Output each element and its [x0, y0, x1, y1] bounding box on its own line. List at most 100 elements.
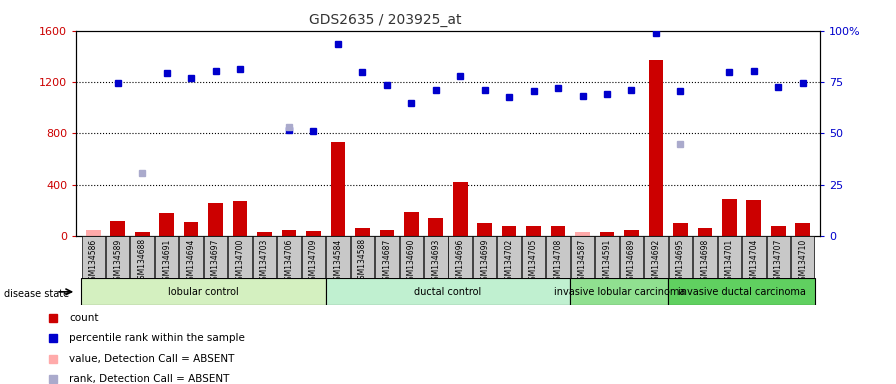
FancyBboxPatch shape	[644, 236, 668, 278]
FancyBboxPatch shape	[766, 236, 790, 278]
Text: GDS2635 / 203925_at: GDS2635 / 203925_at	[309, 13, 461, 27]
Bar	[86, 230, 100, 236]
FancyBboxPatch shape	[277, 236, 301, 278]
Bar	[746, 200, 761, 236]
FancyBboxPatch shape	[106, 236, 130, 278]
Bar	[380, 230, 394, 236]
FancyBboxPatch shape	[400, 236, 423, 278]
Bar	[428, 218, 444, 236]
Text: GSM134586: GSM134586	[89, 238, 98, 285]
Text: invasive ductal carcinoma: invasive ductal carcinoma	[677, 287, 806, 297]
Text: GSM134688: GSM134688	[138, 238, 147, 285]
Bar	[599, 232, 615, 236]
FancyBboxPatch shape	[253, 236, 276, 278]
Text: GSM134589: GSM134589	[113, 238, 122, 285]
FancyBboxPatch shape	[497, 236, 521, 278]
FancyBboxPatch shape	[350, 236, 375, 278]
Bar	[526, 226, 541, 236]
FancyBboxPatch shape	[325, 278, 571, 305]
Text: ductal control: ductal control	[414, 287, 482, 297]
Bar	[697, 228, 712, 236]
FancyBboxPatch shape	[302, 236, 325, 278]
FancyBboxPatch shape	[571, 278, 668, 305]
Text: GSM134687: GSM134687	[383, 238, 392, 285]
Bar	[625, 230, 639, 236]
Bar	[796, 223, 810, 236]
FancyBboxPatch shape	[668, 236, 692, 278]
Bar	[551, 226, 565, 236]
Bar	[135, 232, 150, 236]
Bar	[771, 226, 786, 236]
FancyBboxPatch shape	[326, 236, 349, 278]
Text: GSM134695: GSM134695	[676, 238, 685, 285]
Text: GSM134707: GSM134707	[774, 238, 783, 285]
Bar	[722, 199, 737, 236]
Text: count: count	[69, 313, 99, 323]
Text: disease state: disease state	[4, 289, 70, 299]
FancyBboxPatch shape	[155, 236, 178, 278]
Text: GSM134697: GSM134697	[211, 238, 220, 285]
FancyBboxPatch shape	[204, 236, 228, 278]
Text: GSM134692: GSM134692	[651, 238, 660, 285]
Text: GSM134706: GSM134706	[285, 238, 294, 285]
Bar	[331, 142, 345, 236]
FancyBboxPatch shape	[228, 236, 252, 278]
Bar	[478, 223, 492, 236]
Bar	[110, 221, 125, 236]
FancyBboxPatch shape	[791, 236, 814, 278]
FancyBboxPatch shape	[595, 236, 619, 278]
FancyBboxPatch shape	[571, 236, 594, 278]
Text: percentile rank within the sample: percentile rank within the sample	[69, 333, 245, 343]
FancyBboxPatch shape	[375, 236, 399, 278]
Bar	[452, 182, 468, 236]
FancyBboxPatch shape	[82, 236, 105, 278]
Text: GSM134691: GSM134691	[162, 238, 171, 285]
Bar	[281, 230, 297, 236]
FancyBboxPatch shape	[620, 236, 643, 278]
Text: GSM134699: GSM134699	[480, 238, 489, 285]
Bar	[355, 228, 370, 236]
Text: GSM134584: GSM134584	[333, 238, 342, 285]
Bar	[208, 203, 223, 236]
Bar	[649, 60, 663, 236]
Text: GSM134587: GSM134587	[578, 238, 587, 285]
FancyBboxPatch shape	[547, 236, 570, 278]
FancyBboxPatch shape	[473, 236, 496, 278]
FancyBboxPatch shape	[424, 236, 447, 278]
Text: GSM134705: GSM134705	[530, 238, 538, 285]
FancyBboxPatch shape	[694, 236, 717, 278]
Text: GSM134591: GSM134591	[602, 238, 611, 285]
Text: GSM134689: GSM134689	[627, 238, 636, 285]
Text: rank, Detection Call = ABSENT: rank, Detection Call = ABSENT	[69, 374, 229, 384]
Bar	[233, 202, 247, 236]
Text: GSM134703: GSM134703	[260, 238, 269, 285]
Bar	[404, 212, 418, 236]
FancyBboxPatch shape	[131, 236, 154, 278]
Text: invasive lobular carcinoma: invasive lobular carcinoma	[554, 287, 685, 297]
Text: GSM134700: GSM134700	[236, 238, 245, 285]
Text: GSM134588: GSM134588	[358, 238, 366, 285]
Text: GSM134690: GSM134690	[407, 238, 416, 285]
Text: GSM134708: GSM134708	[554, 238, 563, 285]
Text: GSM134709: GSM134709	[309, 238, 318, 285]
FancyBboxPatch shape	[668, 278, 815, 305]
FancyBboxPatch shape	[718, 236, 741, 278]
FancyBboxPatch shape	[179, 236, 202, 278]
Text: value, Detection Call = ABSENT: value, Detection Call = ABSENT	[69, 354, 235, 364]
Text: GSM134698: GSM134698	[701, 238, 710, 285]
Text: GSM134693: GSM134693	[431, 238, 440, 285]
FancyBboxPatch shape	[521, 236, 546, 278]
Bar	[673, 223, 688, 236]
Text: GSM134704: GSM134704	[749, 238, 758, 285]
Bar	[306, 231, 321, 236]
Bar	[575, 232, 590, 236]
Bar	[257, 232, 271, 236]
Text: GSM134701: GSM134701	[725, 238, 734, 285]
Bar	[159, 213, 174, 236]
Text: GSM134696: GSM134696	[456, 238, 465, 285]
Bar	[502, 226, 516, 236]
FancyBboxPatch shape	[449, 236, 472, 278]
Text: GSM134702: GSM134702	[504, 238, 513, 285]
Bar	[184, 222, 199, 236]
Text: GSM134694: GSM134694	[186, 238, 195, 285]
